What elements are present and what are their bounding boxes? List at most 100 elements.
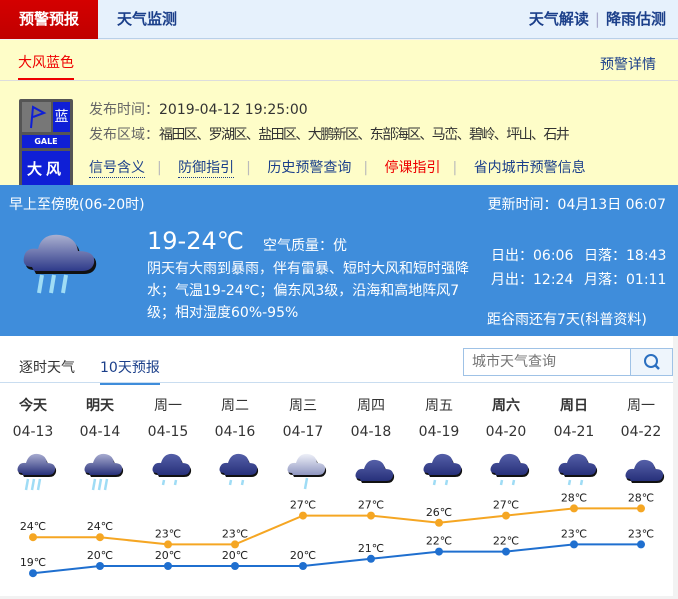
data-label: 20℃: [87, 549, 113, 562]
heavy-rain-icon: [3, 451, 63, 491]
series-line-0: [33, 507, 641, 546]
data-label: 19℃: [20, 556, 46, 569]
link-class-suspension[interactable]: 停课指引: [384, 160, 441, 176]
data-point: [299, 562, 307, 570]
data-point: [96, 562, 104, 570]
data-label: 20℃: [290, 549, 316, 562]
moonrise: 月出：12:24: [491, 272, 574, 288]
solar-term-link[interactable]: 距谷雨还有7天(科普资料): [487, 312, 647, 328]
divider: [0, 382, 673, 383]
data-label: 27℃: [358, 499, 384, 512]
day-weekday: 周二: [221, 398, 249, 414]
tab-weather-monitor[interactable]: 天气监测: [117, 10, 178, 28]
day-date: 04-22: [620, 424, 662, 440]
data-label: 28℃: [628, 491, 654, 504]
data-point: [570, 504, 578, 513]
moderate-rain-icon: [138, 451, 198, 491]
top-nav: 预警预报 天气监测 天气解读 | 降雨估测: [0, 0, 678, 39]
day-weekday: 明天: [86, 398, 114, 414]
data-label: 24℃: [20, 520, 46, 533]
city-search: [463, 348, 673, 376]
tab-warning-forecast[interactable]: 预警预报: [0, 0, 98, 39]
warning-panel: 大风蓝色 预警详情 蓝 GALE 大风 发布时间：2019-04-12 19:2…: [0, 40, 678, 191]
temperature-range: 19-24℃: [147, 227, 244, 255]
day-weekday: 周一: [154, 398, 182, 414]
day-date: 04-14: [79, 424, 121, 440]
moderate-rain-icon: [205, 451, 265, 491]
data-point: [29, 569, 37, 578]
link-rain-estimate[interactable]: 降雨估测: [605, 10, 666, 28]
data-label: 26℃: [426, 506, 452, 519]
data-point: [164, 562, 172, 570]
data-label: 27℃: [493, 499, 519, 512]
publish-time: 发布时间：2019-04-12 19:25:00: [89, 102, 308, 118]
sunset: 日落：18:43: [584, 248, 667, 264]
divider: |: [594, 10, 600, 28]
day-date: 04-13: [12, 424, 54, 440]
tab-hourly[interactable]: 逐时天气: [19, 360, 75, 376]
data-label: 20℃: [155, 549, 181, 562]
data-point: [502, 547, 510, 556]
data-point: [435, 518, 443, 527]
weather-description: 阴天有大雨到暴雨，伴有雷暴、短时大风和短时强降水；气温19-24℃；偏东风3级，…: [147, 261, 469, 321]
data-point: [96, 533, 104, 542]
data-label: 23℃: [561, 527, 587, 540]
city-search-input[interactable]: [464, 349, 632, 375]
day-weekday: 周六: [492, 398, 520, 414]
data-point: [231, 540, 239, 549]
day-date: 04-20: [485, 424, 527, 440]
data-point: [299, 511, 307, 520]
publish-area: 发布区域：福田区、罗湖区、盐田区、大鹏新区、东部海区、马峦、碧岭、坪山、石井: [89, 127, 570, 143]
light-rain-icon: [273, 451, 333, 491]
data-label: 23℃: [155, 527, 181, 540]
data-point: [637, 504, 645, 513]
day-weekday: 周四: [357, 398, 385, 414]
overcast-icon: [611, 451, 671, 491]
link-defense-guide[interactable]: 防御指引: [178, 157, 235, 178]
data-label: 28℃: [561, 491, 587, 504]
data-label: 21℃: [358, 542, 384, 555]
warning-detail-link[interactable]: 预警详情: [600, 57, 656, 73]
search-icon: [644, 354, 660, 370]
moderate-rain-icon: [476, 451, 536, 491]
data-label: 23℃: [222, 527, 248, 540]
data-point: [367, 554, 375, 563]
moderate-rain-icon: [409, 451, 469, 491]
link-weather-interpret[interactable]: 天气解读: [528, 10, 589, 28]
day-weekday: 周三: [289, 398, 317, 414]
search-button[interactable]: [630, 349, 672, 375]
link-history-query[interactable]: 历史预警查询: [267, 160, 352, 176]
moonset: 月落：01:11: [584, 272, 667, 288]
link-province-warnings[interactable]: 省内城市预警信息: [473, 160, 586, 176]
day-weekday: 周一: [627, 398, 655, 414]
day-date: 04-16: [214, 424, 256, 440]
heavy-rain-icon: [23, 234, 97, 294]
day-weekday: 周日: [560, 398, 588, 414]
tab-10day[interactable]: 10天预报: [100, 357, 160, 385]
data-point: [435, 547, 443, 556]
today-weather-panel: 早上至傍晚(06-20时) 更新时间：04月13日 06:07 19-24℃ 空…: [0, 185, 678, 336]
data-label: 20℃: [222, 549, 248, 562]
data-label: 23℃: [628, 527, 654, 540]
warning-tab[interactable]: 大风蓝色: [18, 52, 74, 80]
sunrise: 日出：06:06: [491, 248, 574, 264]
overcast-icon: [341, 451, 401, 491]
data-label: 22℃: [493, 535, 519, 548]
forecast-panel: 逐时天气 10天预报 今天 04-13 明天 04-14 周一 04-15 周二 04-16 周…: [0, 336, 673, 596]
data-point: [367, 511, 375, 520]
series-line-1: [32, 543, 641, 575]
data-label: 24℃: [87, 520, 113, 533]
data-point: [502, 511, 510, 520]
warning-links: 信号含义 | 防御指引 | 历史预警查询 | 停课指引 | 省内城市预警信息: [89, 157, 586, 178]
gale-blue-signal-icon: 蓝 GALE 大风: [19, 99, 73, 191]
temperature-chart: 24℃ 24℃ 23℃ 23℃ 27℃ 27℃ 26℃ 27℃ 28℃ 28℃ 19℃ 20℃ 20℃ 2…: [20, 491, 654, 578]
update-time: 更新时间：04月13日 06:07: [487, 197, 666, 213]
data-label: 27℃: [290, 499, 316, 512]
day-date: 04-17: [282, 424, 324, 440]
data-point: [570, 540, 578, 549]
data-label: 22℃: [426, 535, 452, 548]
data-point: [29, 533, 37, 542]
link-signal-meaning[interactable]: 信号含义: [89, 157, 145, 178]
divider: [0, 80, 678, 81]
day-date: 04-18: [350, 424, 392, 440]
